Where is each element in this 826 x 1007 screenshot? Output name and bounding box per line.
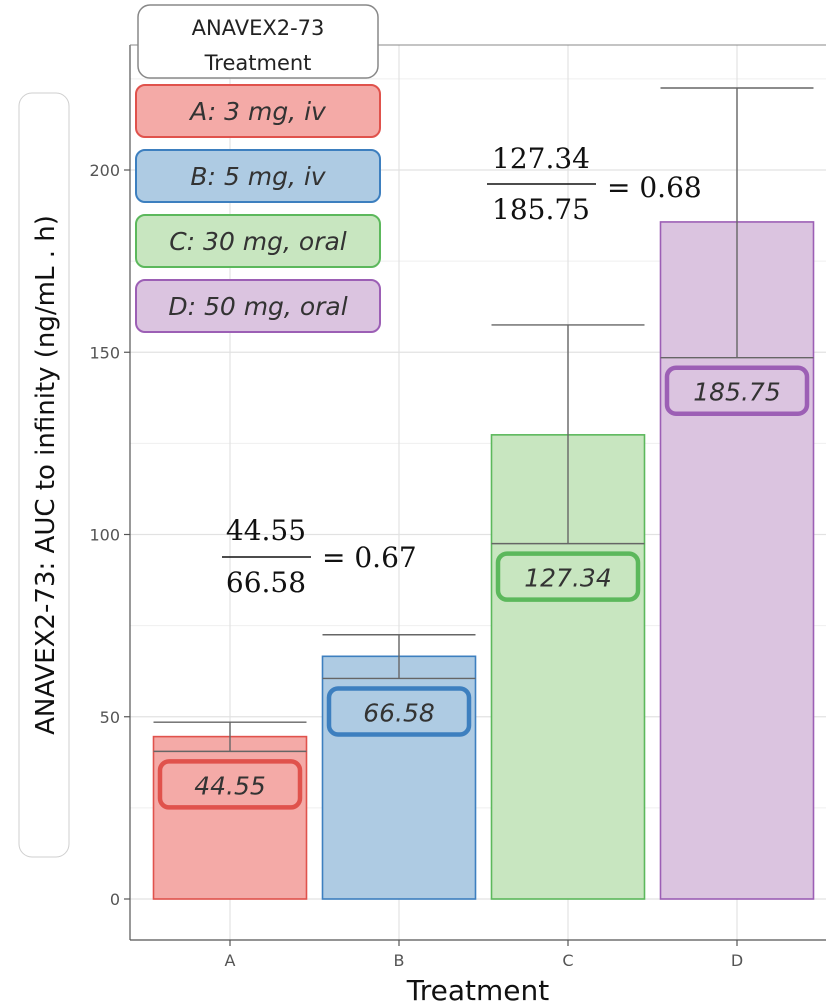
- value-label-D: 185.75: [693, 378, 780, 407]
- y-tick-label-150: 150: [89, 343, 120, 362]
- x-axis-title: Treatment: [406, 974, 549, 1007]
- legend-entry-box-A: [135, 84, 381, 138]
- x-tick-label-B: B: [394, 951, 405, 970]
- legend-entry-box-C: [135, 214, 381, 268]
- ticks: 0 50 100 150 200 A B C D: [89, 161, 743, 970]
- value-label-box-A: [157, 759, 303, 810]
- value-label-box-C: [495, 551, 641, 602]
- legend-title-line1: ANAVEX2-73: [192, 16, 325, 40]
- value-label-box-D: [664, 365, 810, 416]
- ratio-annotations: 44.55 66.58 = 0.67 127.34 185.75 = 0.68: [222, 142, 702, 599]
- y-tick-label-0: 0: [110, 890, 120, 909]
- legend-entry-box-D: [135, 279, 381, 333]
- ratio-1-result: = 0.67: [322, 541, 417, 574]
- x-tick-label-D: D: [731, 951, 743, 970]
- legend-entry-D: D: 50 mg, oral: [168, 292, 347, 321]
- legend-entry-box-B: [135, 149, 381, 203]
- value-label-C: 127.34: [524, 564, 611, 593]
- value-label-A: 44.55: [194, 771, 266, 800]
- x-tick-label-A: A: [225, 951, 236, 970]
- y-tick-label-200: 200: [89, 161, 120, 180]
- legend-entry-A: A: 3 mg, iv: [188, 97, 327, 126]
- x-tick-label-C: C: [562, 951, 573, 970]
- legend-entry-C: C: 30 mg, oral: [169, 227, 347, 256]
- bars: 44.55 66.58 127.34 185.75: [152, 87, 815, 900]
- value-label-box-B: [326, 686, 472, 737]
- legend-entry-B: B: 5 mg, iv: [190, 162, 326, 191]
- legend-title-line2: Treatment: [204, 51, 312, 75]
- value-label-B: 66.58: [363, 698, 435, 727]
- bar-C: [490, 434, 646, 900]
- legend-title-box: [137, 4, 379, 79]
- y-axis-title: ANAVEX2-73: AUC to infinity (ng/mL . h): [31, 215, 61, 735]
- ratio-1-denominator: 66.58: [226, 566, 306, 599]
- y-tick-label-50: 50: [100, 708, 120, 727]
- legend: ANAVEX2-73 Treatment A: 3 mg, iv B: 5 mg,…: [135, 4, 381, 333]
- y-tick-label-100: 100: [89, 526, 120, 545]
- y-axis-title-box: ANAVEX2-73: AUC to infinity (ng/mL . h): [18, 92, 70, 858]
- ratio-2-result: = 0.68: [607, 171, 702, 204]
- ratio-1-numerator: 44.55: [226, 514, 306, 547]
- ratio-2-numerator: 127.34: [492, 142, 590, 175]
- ratio-2-denominator: 185.75: [492, 193, 590, 226]
